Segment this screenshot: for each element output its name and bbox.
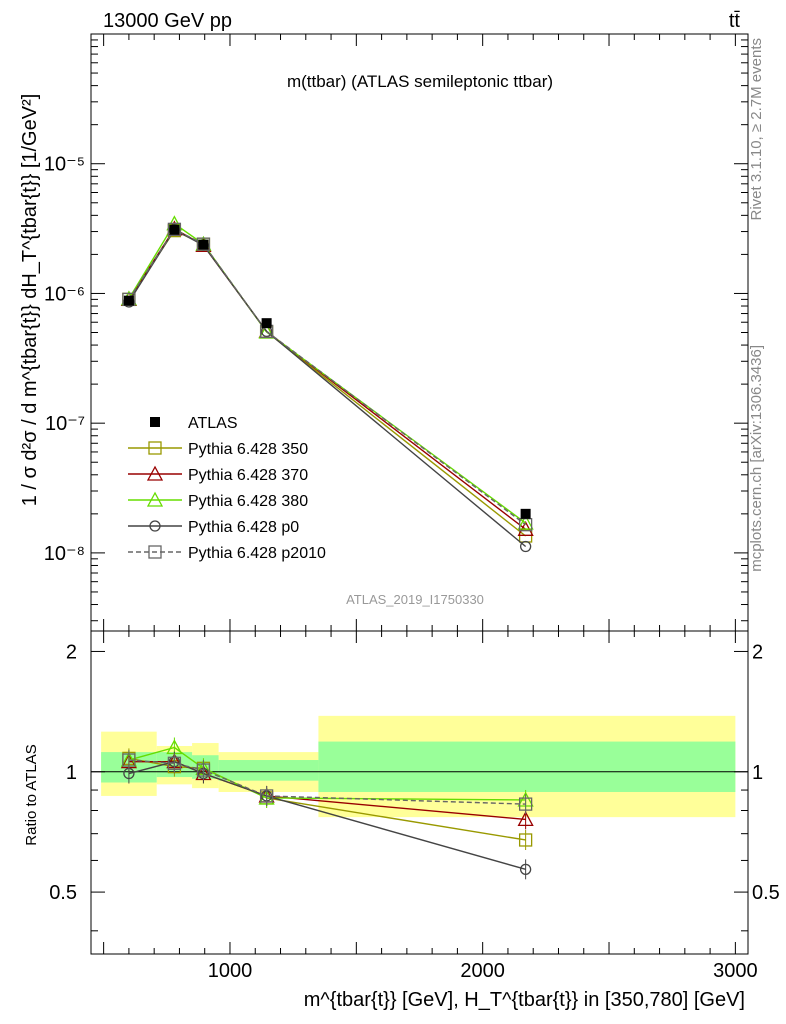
ratio-data-point — [519, 863, 532, 875]
inner-uncertainty-band — [218, 760, 319, 781]
y-tick-label: 10⁻⁷ — [45, 413, 85, 435]
legend-entry: Pythia 6.428 380 — [188, 493, 308, 510]
chart-title: m(ttbar) (ATLAS semileptonic ttbar) — [287, 72, 553, 91]
x-tick-label: 2000 — [460, 960, 505, 982]
data-point — [261, 318, 272, 329]
data-point — [196, 237, 211, 251]
x-tick-label: 1000 — [208, 960, 253, 982]
main-y-axis-label: 1 / σ d²σ / d m^{tbar{t}} dH_T^{tbar{t}}… — [19, 94, 41, 507]
ratio-panel-frame — [90, 630, 749, 955]
series-line — [128, 229, 527, 537]
legend-entry: ATLAS — [188, 415, 238, 432]
mcplots-label: mcplots.cern.ch [arXiv:1306.3436] — [748, 345, 765, 572]
legend-entry: Pythia 6.428 350 — [188, 441, 308, 458]
analysis-id: ATLAS_2019_I1750330 — [346, 592, 484, 607]
legend-marker — [146, 491, 164, 507]
data-point — [198, 239, 209, 250]
ratio-y-axis-label: Ratio to ATLAS — [23, 744, 40, 845]
legend-marker — [148, 441, 162, 455]
rivet-label: Rivet 3.1.10, ≥ 2.7M events — [748, 38, 765, 221]
legend: ATLAS Pythia 6.428 350 Pythia 6.428 370 Pyt… — [128, 415, 326, 562]
legend-marker — [149, 520, 161, 532]
legend-marker — [148, 545, 162, 559]
ratio-panel: 0.5 0.5 1 1 2 2 1000 2000 3000 — [49, 34, 780, 982]
ratio-y-tick-label-right: 2 — [752, 641, 763, 663]
legend-entry: Pythia 6.428 370 — [188, 467, 308, 484]
legend-entry: Pythia 6.428 p0 — [188, 519, 299, 536]
panel-frames — [90, 33, 749, 955]
data-point — [123, 295, 134, 306]
x-axis-label: m^{tbar{t}} [GeV], H_T^{tbar{t}} in [350… — [304, 989, 745, 1011]
ratio-data-point — [518, 797, 533, 811]
ratio-data-point — [122, 753, 136, 767]
ratio-data-point — [167, 756, 182, 770]
x-tick-label: 3000 — [713, 960, 758, 982]
main-panel-frame — [90, 33, 749, 632]
data-point — [517, 514, 534, 530]
y-tick-label: 10⁻⁵ — [44, 154, 85, 176]
ratio-data-point — [259, 789, 274, 803]
ratio-y-tick-label: 2 — [66, 641, 77, 663]
ratio-y-tick-label: 1 — [66, 762, 77, 784]
axis-ticks — [91, 650, 748, 932]
main-panel: 10⁻⁸ 10⁻⁷ 10⁻⁶ 10⁻⁵ ATLAS Pythia 6.428 350 Pyt… — [44, 39, 748, 622]
data-point — [167, 222, 182, 236]
legend-entry: Pythia 6.428 p2010 — [188, 545, 326, 562]
data-point — [169, 224, 180, 235]
data-point — [520, 508, 531, 519]
data-point — [519, 540, 532, 553]
text-layer: 13000 GeV pp tt̄ m(ttbar) (ATLAS semilep… — [19, 10, 765, 1011]
y-tick-label: 10⁻⁸ — [44, 543, 85, 565]
ratio-data-point — [518, 833, 533, 847]
ratio-y-tick-label: 0.5 — [49, 882, 77, 904]
energy-label: 13000 GeV pp — [103, 10, 232, 32]
axis-ticks — [103, 34, 736, 954]
legend-marker — [150, 417, 160, 427]
legend-marker — [146, 465, 164, 481]
process-label: tt̄ — [729, 10, 741, 32]
axis-ticks — [91, 39, 748, 622]
inner-uncertainty-band — [192, 755, 219, 779]
inner-uncertainty-band — [318, 741, 736, 792]
y-tick-label: 10⁻⁶ — [44, 283, 85, 305]
ratio-data-point — [196, 763, 211, 777]
ratio-data-point — [517, 811, 534, 827]
ratio-y-tick-label-right: 0.5 — [752, 882, 780, 904]
ratio-y-tick-label-right: 1 — [752, 762, 763, 784]
